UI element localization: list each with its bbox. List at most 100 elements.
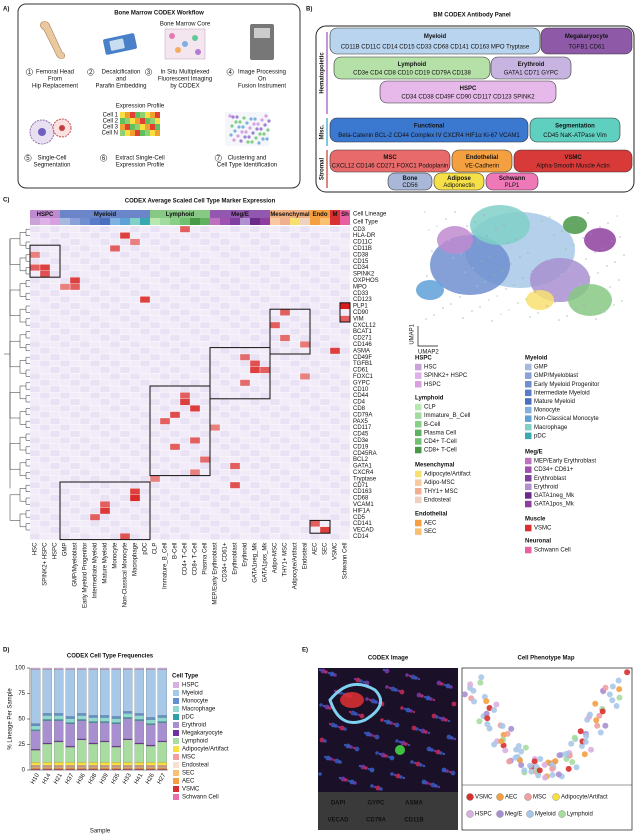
image-cell <box>399 775 403 779</box>
heatmap-bg <box>259 405 271 412</box>
bar-segment <box>146 744 156 747</box>
profile-cell <box>130 124 135 130</box>
heatmap-bg <box>119 353 131 361</box>
heatmap-bg <box>279 379 291 387</box>
heatmap-bg <box>249 379 261 387</box>
heatmap-bg <box>249 277 261 284</box>
heatmap-bg <box>129 475 141 483</box>
heatmap-cell <box>159 417 171 425</box>
legend-swatch <box>415 429 422 437</box>
heatmap-bg <box>219 353 231 361</box>
column-label: MEP/Early Erythroblast <box>213 542 219 604</box>
heatmap-bg <box>209 334 221 342</box>
heatmap-bg <box>339 469 351 476</box>
heatmap-bg <box>79 494 91 502</box>
heatmap-bg <box>269 232 281 239</box>
heatmap-cell <box>39 270 51 278</box>
umap-point <box>566 315 568 317</box>
heatmap-bg <box>269 488 281 495</box>
heatmap-cell <box>279 309 291 316</box>
heatmap-bg <box>119 481 131 489</box>
heatmap-bg <box>229 398 241 406</box>
map-cell <box>577 728 584 735</box>
heatmap-bg <box>159 257 171 265</box>
heatmap-bg <box>249 373 261 380</box>
heatmap-bg <box>159 462 171 470</box>
bar-segment <box>88 762 98 766</box>
bar-segment <box>77 715 87 720</box>
umap-point <box>532 227 534 229</box>
heatmap-cell <box>129 494 141 502</box>
heatmap-bg <box>279 289 291 297</box>
heatmap-bg <box>249 533 261 540</box>
image-cell <box>394 722 400 728</box>
heatmap-bg <box>289 302 301 310</box>
heatmap-bg <box>169 533 181 540</box>
heatmap-bg <box>89 430 101 438</box>
heatmap-bg <box>39 501 51 508</box>
heatmap-bg <box>259 315 271 323</box>
cluster-dot <box>256 122 260 126</box>
bone-icon <box>40 21 65 59</box>
heatmap-bg <box>289 411 301 419</box>
heatmap-bg <box>209 257 221 265</box>
lineage-bar <box>60 210 150 218</box>
lineage-label: Lymphoid <box>166 212 195 218</box>
heatmap-bg <box>209 341 221 348</box>
legend-item: Adipocyte/Artifact <box>424 472 471 478</box>
umap-point <box>599 226 601 228</box>
column-label: SPINK2+ HSPC <box>43 542 49 586</box>
heatmap-bg <box>269 405 281 412</box>
heatmap-bg <box>299 437 311 444</box>
heatmap-bg <box>339 379 351 387</box>
heatmap-bg <box>299 513 311 521</box>
heatmap-bg <box>239 488 251 495</box>
marker-group-title: MSC <box>383 155 397 161</box>
heatmap-bg <box>49 360 61 367</box>
bar-segment <box>77 766 87 769</box>
umap-point <box>498 249 500 251</box>
row-label: CD34 <box>353 265 369 271</box>
heatmap-bg <box>329 321 341 329</box>
heatmap-bg <box>199 225 211 233</box>
heatmap-bg <box>289 443 301 451</box>
bar-segment <box>65 667 75 670</box>
heatmap-bg <box>59 488 71 495</box>
heatmap-bg <box>49 379 61 387</box>
heatmap-bg <box>109 270 121 278</box>
umap-point <box>440 243 442 245</box>
bar-segment <box>100 766 110 769</box>
heatmap-bg <box>329 405 341 412</box>
heatmap-cell <box>239 353 251 361</box>
umap-point <box>520 213 522 215</box>
bar-segment <box>31 767 41 770</box>
heatmap-bg <box>79 264 91 271</box>
umap-point <box>438 289 440 291</box>
heatmap-bg <box>299 366 311 374</box>
heatmap-bg <box>79 296 91 303</box>
image-cell <box>339 725 345 731</box>
heatmap-bg <box>149 347 161 355</box>
heatmap-bg <box>169 232 181 239</box>
heatmap-bg <box>89 501 101 508</box>
column-label: Erythroid <box>243 543 249 567</box>
heatmap-bg <box>99 257 111 265</box>
heatmap-bg <box>309 251 321 259</box>
heatmap-bg <box>39 443 51 451</box>
heatmap-cell <box>109 245 121 252</box>
cluster-dot <box>248 126 252 130</box>
image-cell <box>430 748 434 752</box>
heatmap-bg <box>329 456 341 463</box>
image-cell <box>370 698 376 704</box>
heatmap-bg <box>269 328 281 335</box>
bar-segment <box>157 715 167 718</box>
heatmap-bg <box>229 245 241 252</box>
legend-item: Intermediate Myeloid <box>534 390 590 396</box>
heatmap-bg <box>29 328 41 335</box>
heatmap-bg <box>119 283 131 291</box>
heatmap-bg <box>169 494 181 502</box>
heatmap-bg <box>209 296 221 303</box>
heatmap-bg <box>319 481 331 489</box>
image-cell <box>399 689 405 695</box>
heatmap-bg <box>149 315 161 323</box>
